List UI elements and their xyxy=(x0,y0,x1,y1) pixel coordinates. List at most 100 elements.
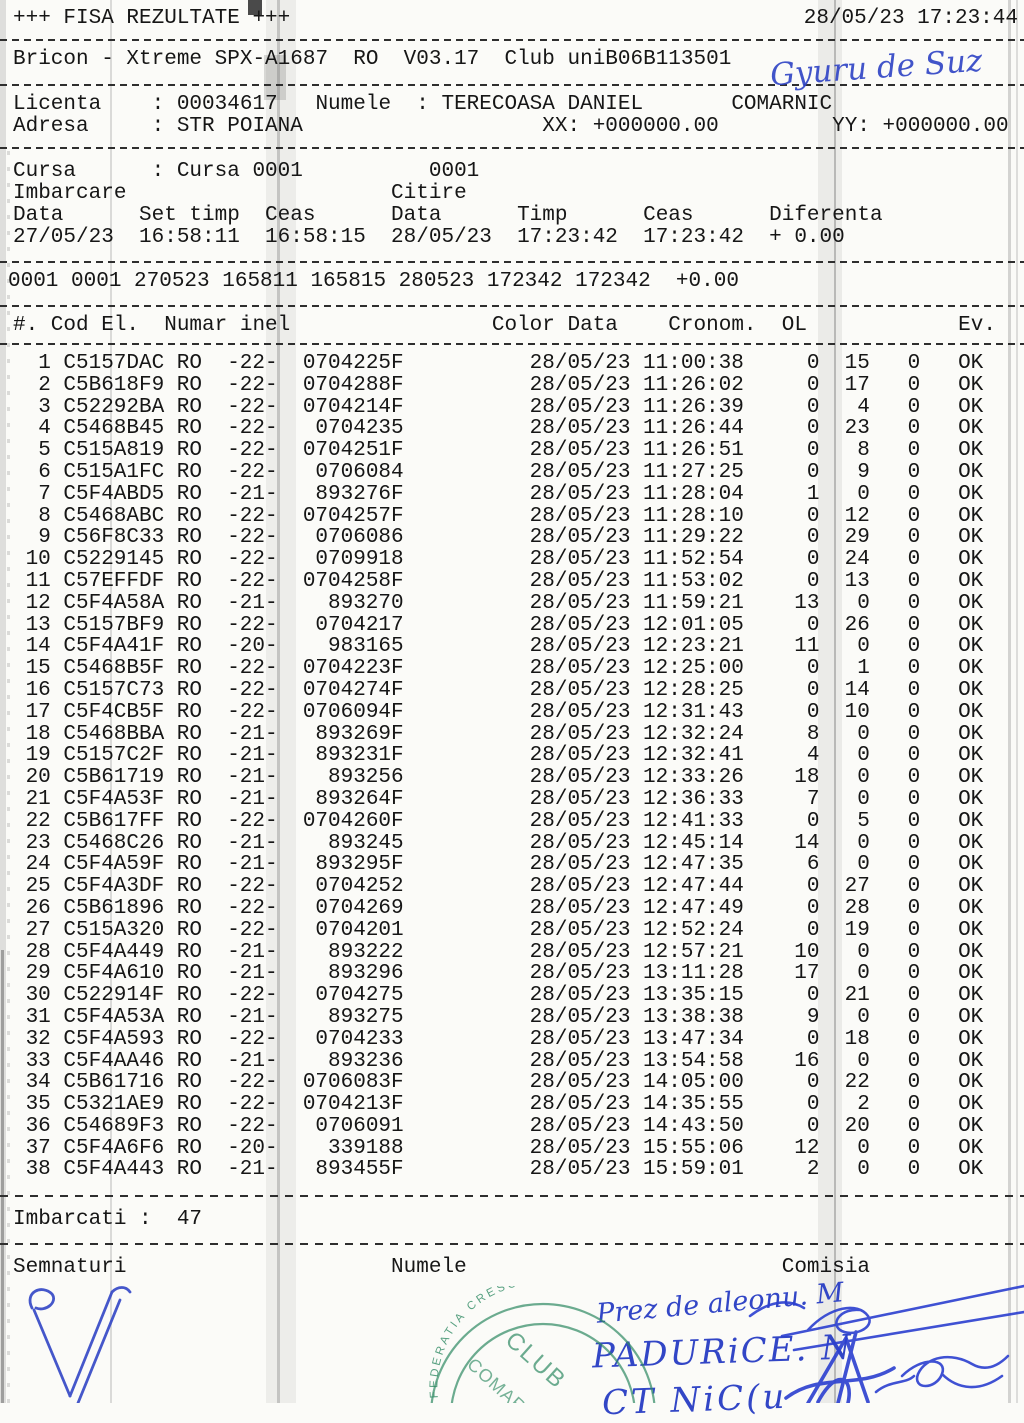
cell-ev: OK xyxy=(958,657,984,681)
cell-date: 28/05/23 xyxy=(529,744,631,768)
cell-series: -21- xyxy=(227,1158,278,1182)
cell-ring-number: 0704252 xyxy=(315,875,404,899)
cell-ol-right: 13 xyxy=(844,569,870,593)
cell-zero: 0 xyxy=(907,962,921,986)
cell-zero: 0 xyxy=(907,352,921,375)
cell-series: -20- xyxy=(227,635,278,659)
print-datetime: 28/05/23 17:23:44 xyxy=(803,7,1018,30)
cell-ring-number: 0706091 xyxy=(315,1114,404,1138)
cell-series: -22- xyxy=(227,1093,278,1117)
handwriting-line-3: CT NiC(u xyxy=(601,1376,788,1423)
cell-series: -22- xyxy=(227,352,278,375)
cell-ol-right: 12 xyxy=(844,504,870,528)
cell-cronom: 11:27:25 xyxy=(643,460,744,484)
cell-zero: 0 xyxy=(907,548,921,572)
cell-ev: OK xyxy=(958,417,984,441)
cell-zero: 0 xyxy=(907,831,921,855)
cell-date: 28/05/23 xyxy=(529,787,631,811)
results-rows: 1 C5157DAC RO -22- 0704225F 28/05/23 11:00:38 0… xyxy=(13,353,1024,1181)
handwriting-line-2: PADURiCE. N xyxy=(591,1327,854,1377)
cell-rank: 5 xyxy=(38,439,51,463)
cell-country: RO xyxy=(176,1093,203,1117)
cell-ol-left: 9 xyxy=(806,1005,820,1029)
cell-zero: 0 xyxy=(907,482,921,506)
cell-ev: OK xyxy=(958,1071,984,1095)
cell-ring-number: 0706094F xyxy=(302,700,404,724)
cell-country: RO xyxy=(176,875,203,899)
cell-rank: 30 xyxy=(25,984,51,1008)
stamp-club-text2: COMARNIC xyxy=(463,1354,555,1403)
cell-zero: 0 xyxy=(907,1136,921,1160)
cell-date: 28/05/23 xyxy=(529,1005,631,1029)
cell-ring-number: 0704223F xyxy=(302,657,404,681)
cell-series: -22- xyxy=(227,395,278,419)
cell-ev: OK xyxy=(958,722,984,746)
cell-series: -21- xyxy=(227,1005,278,1029)
cell-zero: 0 xyxy=(907,918,921,942)
cell-rank: 19 xyxy=(25,744,51,768)
cell-country: RO xyxy=(176,504,203,528)
cell-ev: OK xyxy=(958,918,984,942)
cell-ol-right: 23 xyxy=(844,417,870,441)
cell-ev: OK xyxy=(958,831,984,855)
cell-ring-number: 983165 xyxy=(328,635,404,659)
cell-ring-number: 0704274F xyxy=(302,678,404,702)
cell-series: -22- xyxy=(227,460,278,484)
separator xyxy=(0,39,1024,41)
cell-ring-number: 893269F xyxy=(315,722,404,746)
cell-date: 28/05/23 xyxy=(529,1114,631,1138)
cell-ol-left: 0 xyxy=(806,504,820,528)
cell-ring-number: 0704288F xyxy=(302,373,404,397)
table-row: 37 C5F4A6F6 RO -20- 339188 28/05/23 15:55:06 12… xyxy=(13,1136,1024,1160)
cell-cronom: 11:26:51 xyxy=(643,439,744,463)
cell-country: RO xyxy=(176,1071,203,1095)
cell-ol-right: 21 xyxy=(844,984,870,1008)
table-row: 30 C522914F RO -22- 0704275 28/05/23 13:35:15 0… xyxy=(13,985,1024,1007)
cell-rank: 29 xyxy=(25,962,51,986)
cell-rank: 1 xyxy=(38,352,51,375)
cell-rank: 26 xyxy=(25,896,51,920)
cell-date: 28/05/23 xyxy=(529,678,631,702)
cell-series: -22- xyxy=(227,1027,278,1051)
cell-cronom: 12:25:00 xyxy=(643,657,744,681)
cell-country: RO xyxy=(176,744,203,768)
cell-ev: OK xyxy=(958,940,984,964)
cell-zero: 0 xyxy=(907,504,921,528)
cell-country: RO xyxy=(176,787,203,811)
cell-rank: 12 xyxy=(25,591,51,615)
table-row: 28 C5F4A449 RO -21- 893222 28/05/23 12:57:21 10… xyxy=(13,940,1024,964)
signatures-header-line: Semnaturi Numele Comisia xyxy=(13,1256,870,1280)
race-columns-line: Data Set timp Ceas Data Timp Ceas Difere… xyxy=(13,204,883,227)
cell-cod-el: C5F4CB5F xyxy=(63,700,165,724)
cell-date: 28/05/23 xyxy=(529,352,631,375)
cell-cod-el: C5F4AA46 xyxy=(63,1049,165,1073)
cell-ol-right: 1 xyxy=(857,657,870,681)
table-row: 38 C5F4A443 RO -21- 893455F 28/05/23 15:59:01 2… xyxy=(13,1159,1024,1181)
cell-ol-right: 10 xyxy=(844,700,870,724)
table-row: 6 C515A1FC RO -22- 0706084 28/05/23 11:27:25 0 9… xyxy=(13,462,1024,484)
cell-ring-number: 0704217 xyxy=(315,613,404,637)
table-row: 14 C5F4A41F RO -20- 983165 28/05/23 12:23:21 11… xyxy=(13,636,1024,658)
cell-zero: 0 xyxy=(907,1158,921,1182)
cell-ol-left: 0 xyxy=(806,526,820,550)
cell-ol-right: 0 xyxy=(857,1136,870,1160)
cell-rank: 28 xyxy=(25,940,51,964)
cell-ol-right: 0 xyxy=(857,1158,870,1182)
cell-cod-el: C515A819 xyxy=(63,439,165,463)
cell-cod-el: C5468C26 xyxy=(63,831,165,855)
cell-ring-number: 0704235 xyxy=(315,417,404,441)
cell-rank: 38 xyxy=(25,1158,51,1182)
cell-cronom: 12:31:43 xyxy=(643,700,744,724)
cell-ev: OK xyxy=(958,439,984,463)
cell-date: 28/05/23 xyxy=(529,1093,631,1117)
cell-country: RO xyxy=(176,809,203,833)
cell-ol-left: 16 xyxy=(794,1049,820,1073)
cell-ol-left: 17 xyxy=(794,962,820,986)
cell-zero: 0 xyxy=(907,613,921,637)
cell-cod-el: C56F8C33 xyxy=(63,526,165,550)
cell-ev: OK xyxy=(958,482,984,506)
stamp-ring-text: FEDERATIA CRESCATO xyxy=(428,1286,548,1399)
cell-zero: 0 xyxy=(907,1049,921,1073)
cell-series: -21- xyxy=(227,831,278,855)
cell-cronom: 12:33:26 xyxy=(643,766,744,790)
